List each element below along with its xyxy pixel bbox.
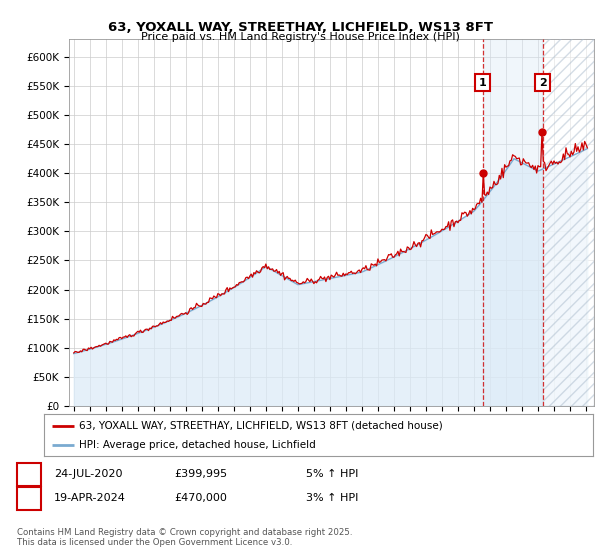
Text: Contains HM Land Registry data © Crown copyright and database right 2025.
This d: Contains HM Land Registry data © Crown c… (17, 528, 352, 547)
Text: 19-APR-2024: 19-APR-2024 (54, 493, 126, 503)
Text: 2: 2 (25, 493, 32, 503)
Text: 1: 1 (25, 469, 32, 479)
Text: 2: 2 (539, 78, 547, 88)
Text: 3% ↑ HPI: 3% ↑ HPI (306, 493, 358, 503)
Text: 1: 1 (479, 78, 487, 88)
Text: 63, YOXALL WAY, STREETHAY, LICHFIELD, WS13 8FT: 63, YOXALL WAY, STREETHAY, LICHFIELD, WS… (107, 21, 493, 34)
Text: 63, YOXALL WAY, STREETHAY, LICHFIELD, WS13 8FT (detached house): 63, YOXALL WAY, STREETHAY, LICHFIELD, WS… (79, 421, 443, 431)
Text: 5% ↑ HPI: 5% ↑ HPI (306, 469, 358, 479)
Text: £470,000: £470,000 (174, 493, 227, 503)
Text: HPI: Average price, detached house, Lichfield: HPI: Average price, detached house, Lich… (79, 440, 316, 450)
Text: £399,995: £399,995 (174, 469, 227, 479)
Polygon shape (542, 39, 594, 406)
Text: Price paid vs. HM Land Registry's House Price Index (HPI): Price paid vs. HM Land Registry's House … (140, 32, 460, 43)
Text: 24-JUL-2020: 24-JUL-2020 (54, 469, 122, 479)
